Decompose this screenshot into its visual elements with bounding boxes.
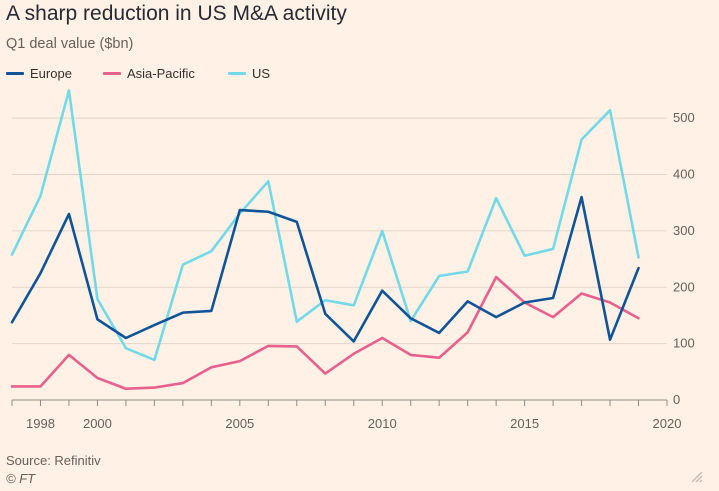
resize-handle-icon[interactable] <box>690 470 704 484</box>
y-tick-label-400: 400 <box>673 167 695 182</box>
ft-credit: © FT <box>6 471 36 486</box>
y-tick-label-200: 200 <box>673 279 695 294</box>
y-tick-label-100: 100 <box>673 336 695 351</box>
x-tick-label-2010: 2010 <box>368 416 397 431</box>
chart-subtitle: Q1 deal value ($bn) <box>6 36 134 52</box>
y-tick-label-500: 500 <box>673 110 695 125</box>
legend-label-us: US <box>252 66 271 81</box>
legend-label-asia-pacific: Asia-Pacific <box>127 66 195 81</box>
series-line-europe <box>10 195 640 343</box>
legend-swatch-europe <box>6 72 24 75</box>
series-line-us <box>10 89 640 362</box>
legend-swatch-us <box>228 72 246 75</box>
y-tick-label-300: 300 <box>673 223 695 238</box>
legend-swatch-asia-pacific <box>103 72 121 75</box>
x-tick-label-2000: 2000 <box>83 416 112 431</box>
chart-title: A sharp reduction in US M&A activity <box>6 2 347 25</box>
x-tick-label-2015: 2015 <box>510 416 539 431</box>
x-tick-label-2005: 2005 <box>225 416 254 431</box>
x-tick-label-2020: 2020 <box>653 416 682 431</box>
y-tick-label-0: 0 <box>673 392 680 407</box>
x-tick-label-1998: 1998 <box>26 416 55 431</box>
legend-label-europe: Europe <box>30 66 72 81</box>
series-line-asia-pacific <box>10 275 640 391</box>
source-note: Source: Refinitiv <box>6 453 101 468</box>
